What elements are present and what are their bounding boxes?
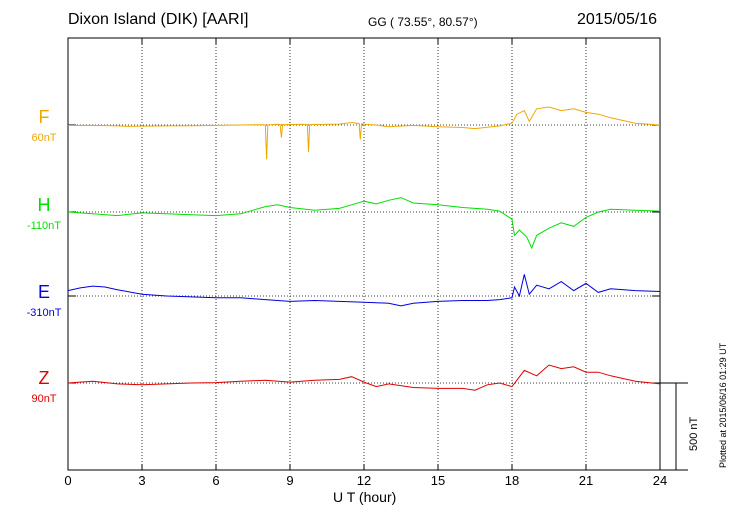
- x-tick-label: 21: [579, 473, 593, 488]
- x-tick-label: 0: [64, 473, 71, 488]
- x-tick-label: 15: [431, 473, 445, 488]
- series-baseline-value: -110nT: [27, 220, 61, 232]
- x-tick-label: 12: [357, 473, 371, 488]
- x-tick-label: 3: [138, 473, 145, 488]
- series-name-z: Z: [39, 368, 50, 388]
- scale-bar-label: 500 nT: [688, 416, 700, 451]
- xaxis-title: U T (hour): [333, 489, 397, 505]
- series-baseline-value: 90nT: [31, 393, 56, 405]
- series-baseline-value: -310nT: [27, 307, 62, 319]
- x-tick-label: 24: [653, 473, 667, 488]
- series-baseline-value: 60nT: [31, 132, 56, 144]
- series-name-e: E: [38, 282, 50, 302]
- series-name-h: H: [38, 195, 51, 215]
- series-line-f: [67, 106, 661, 160]
- series-line-e: [67, 274, 661, 307]
- date-label: 2015/05/16: [577, 11, 658, 28]
- series-name-f: F: [39, 107, 50, 127]
- series-line-h: [67, 197, 661, 250]
- station-title: Dixon Island (DIK) [AARI]: [68, 11, 249, 28]
- series-line-z: [67, 364, 661, 391]
- x-tick-label: 9: [286, 473, 293, 488]
- plotted-timestamp: Plotted at 2015/06/16 01:29 UT: [718, 342, 728, 468]
- x-tick-label: 6: [212, 473, 219, 488]
- coordinates-label: GG ( 73.55°, 80.57°): [368, 15, 478, 29]
- x-tick-label: 18: [505, 473, 519, 488]
